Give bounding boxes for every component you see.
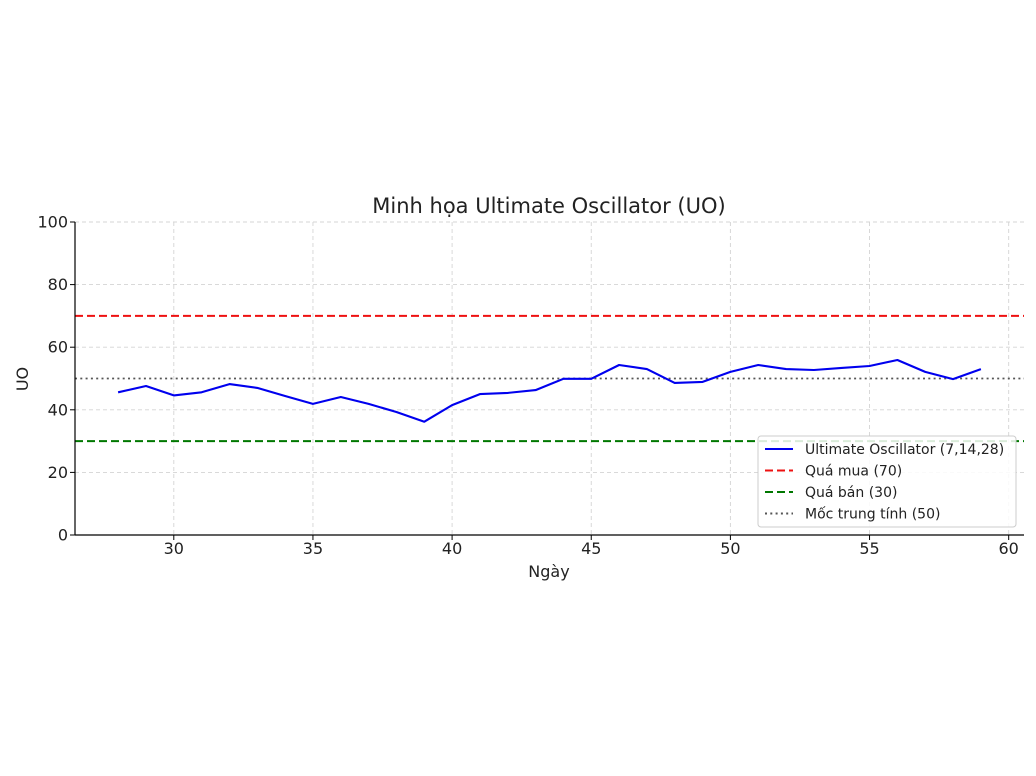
- legend-label: Quá bán (30): [805, 485, 897, 501]
- y-tick-label: 20: [48, 463, 68, 482]
- x-tick-label: 55: [859, 539, 879, 558]
- x-tick-label: 35: [303, 539, 323, 558]
- legend-label: Quá mua (70): [805, 464, 902, 480]
- reference-lines: [75, 314, 1024, 443]
- y-axis-label: UO: [13, 367, 32, 391]
- y-tick-label: 40: [48, 400, 68, 419]
- y-tick-label: 60: [48, 338, 68, 357]
- y-tick-label: 80: [48, 275, 68, 294]
- legend-label: Ultimate Oscillator (7,14,28): [805, 442, 1004, 458]
- uo-series-line: [117, 358, 982, 423]
- legend-box: [757, 435, 1017, 528]
- series-lines: [117, 358, 982, 423]
- x-tick-label: 30: [164, 539, 184, 558]
- axes: 30 35 40 45 50 55 60 0 20 40 60 80 100: [37, 213, 1024, 558]
- x-tick-label: 45: [581, 539, 601, 558]
- chart-title: Minh họa Ultimate Oscillator (UO): [372, 194, 725, 218]
- x-tick-label: 60: [999, 539, 1019, 558]
- x-tick-label: 50: [720, 539, 740, 558]
- legend-label: Mốc trung tính (50): [805, 506, 940, 523]
- x-axis-label: Ngày: [528, 562, 569, 581]
- y-tick-label: 100: [37, 213, 68, 232]
- legend: Ultimate Oscillator (7,14,28) Quá mua (70…: [757, 435, 1017, 528]
- x-tick-label: 40: [442, 539, 462, 558]
- y-tick-label: 0: [58, 526, 68, 545]
